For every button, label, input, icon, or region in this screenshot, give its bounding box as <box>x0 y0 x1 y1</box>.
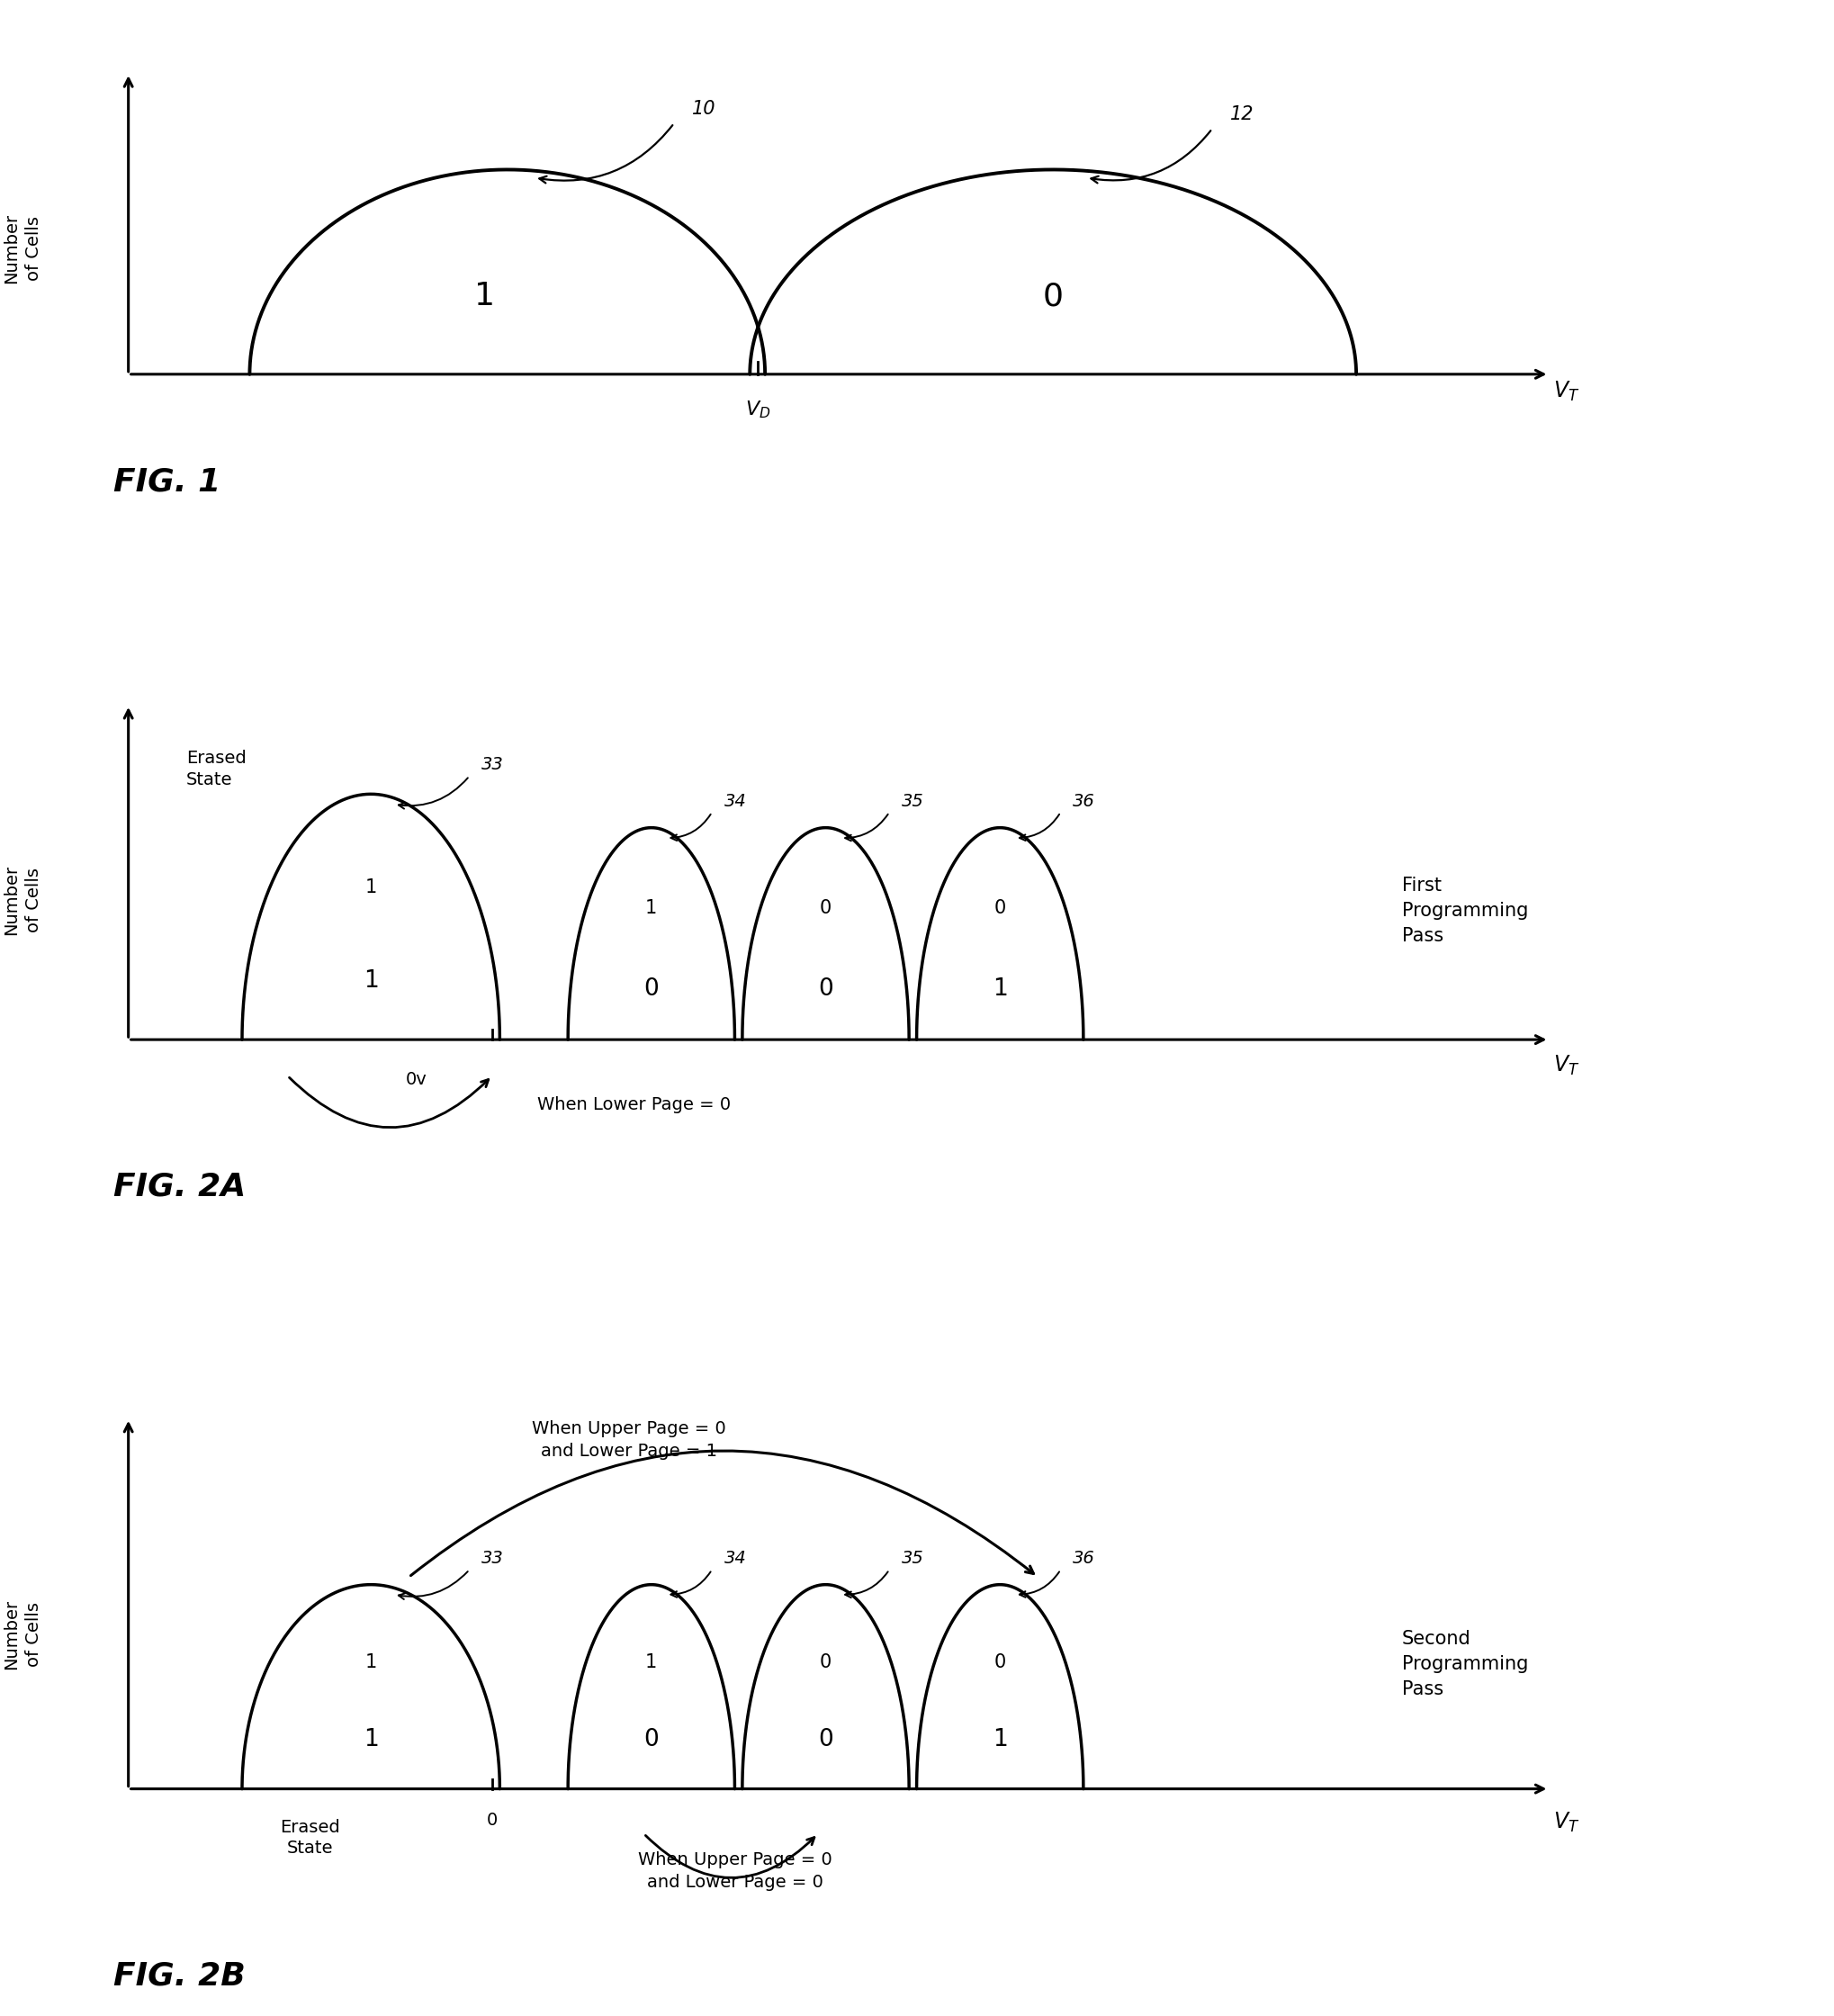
Text: 1: 1 <box>992 978 1007 1000</box>
Text: 10: 10 <box>691 99 715 117</box>
Text: 0: 0 <box>818 978 833 1000</box>
Text: 35: 35 <box>902 1550 924 1566</box>
Text: $V_D$: $V_D$ <box>745 399 770 419</box>
Text: 35: 35 <box>902 792 924 810</box>
Text: First
Programming
Pass: First Programming Pass <box>1401 877 1528 946</box>
Text: 36: 36 <box>1073 1550 1095 1566</box>
Text: 0: 0 <box>994 899 1007 917</box>
Text: 0: 0 <box>644 1728 658 1752</box>
Text: 0: 0 <box>994 1653 1007 1671</box>
Text: 0: 0 <box>818 1728 833 1752</box>
Text: FIG. 2A: FIG. 2A <box>114 1171 246 1202</box>
Text: 1: 1 <box>646 1653 657 1671</box>
Text: 33: 33 <box>482 756 504 774</box>
Text: 0: 0 <box>486 1810 497 1829</box>
Text: 1: 1 <box>363 1728 378 1752</box>
Text: 1: 1 <box>992 1728 1007 1752</box>
Text: 1: 1 <box>363 970 378 992</box>
Text: $V_T$: $V_T$ <box>1553 1810 1579 1835</box>
Text: 36: 36 <box>1073 792 1095 810</box>
Text: When Upper Page = 0
and Lower Page = 1: When Upper Page = 0 and Lower Page = 1 <box>532 1421 726 1460</box>
Text: 1: 1 <box>646 899 657 917</box>
Text: 34: 34 <box>724 792 746 810</box>
Text: 12: 12 <box>1231 105 1254 123</box>
Text: 1: 1 <box>475 280 495 312</box>
Text: When Lower Page = 0: When Lower Page = 0 <box>537 1097 732 1113</box>
Text: 0: 0 <box>644 978 658 1000</box>
Text: 1: 1 <box>365 879 376 897</box>
Text: 1: 1 <box>365 1653 376 1671</box>
Text: Second
Programming
Pass: Second Programming Pass <box>1401 1631 1528 1699</box>
Text: 33: 33 <box>482 1550 504 1566</box>
Text: FIG. 2B: FIG. 2B <box>114 1962 246 1992</box>
Text: Erased
State: Erased State <box>185 750 246 788</box>
Text: Number
of Cells: Number of Cells <box>2 865 42 935</box>
Text: $V_T$: $V_T$ <box>1553 1054 1579 1077</box>
Text: FIG. 1: FIG. 1 <box>114 468 220 498</box>
Text: When Upper Page = 0
and Lower Page = 0: When Upper Page = 0 and Lower Page = 0 <box>638 1851 833 1891</box>
Text: 0v: 0v <box>405 1070 427 1089</box>
Text: Erased
State: Erased State <box>281 1818 341 1857</box>
Text: Number
of Cells: Number of Cells <box>2 214 42 284</box>
Text: 0: 0 <box>820 1653 831 1671</box>
Text: Number
of Cells: Number of Cells <box>2 1599 42 1669</box>
Text: 0: 0 <box>1044 280 1064 312</box>
Text: $V_T$: $V_T$ <box>1553 379 1579 403</box>
Text: 0: 0 <box>820 899 831 917</box>
Text: 34: 34 <box>724 1550 746 1566</box>
